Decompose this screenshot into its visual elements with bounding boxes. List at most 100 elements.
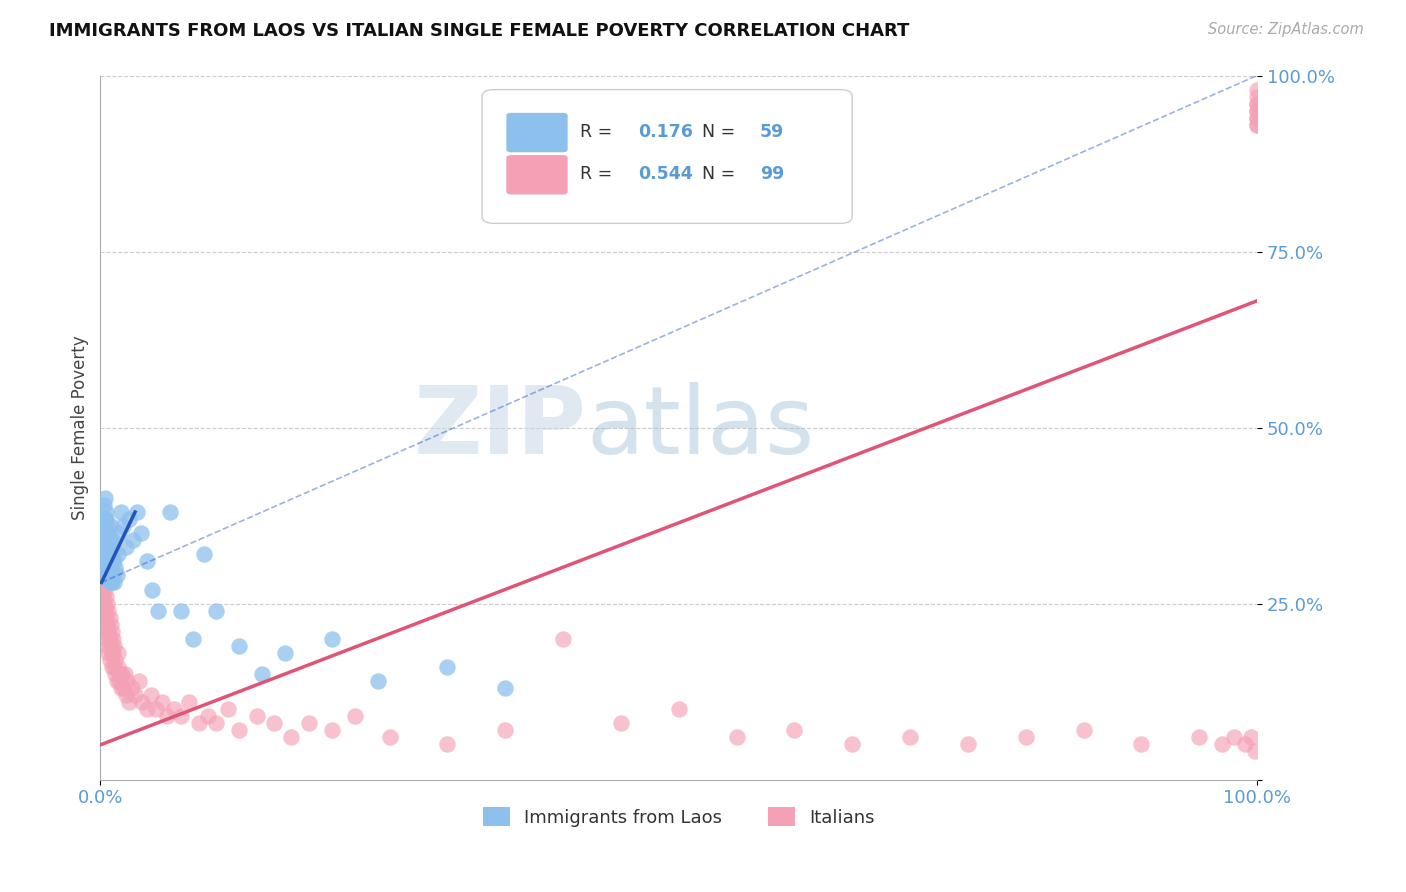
- Point: [90, 561, 112, 575]
- Point: [150, 695, 173, 709]
- Point: [159, 505, 181, 519]
- Point: [668, 702, 690, 716]
- Point: [141, 688, 163, 702]
- Point: [94, 610, 117, 624]
- Point: [494, 681, 516, 695]
- Point: [156, 709, 179, 723]
- Point: [90, 582, 112, 597]
- Point: [97, 526, 120, 541]
- Point: [94, 512, 117, 526]
- Point: [94, 582, 117, 597]
- Point: [228, 723, 250, 738]
- Point: [436, 660, 458, 674]
- Point: [101, 575, 124, 590]
- Point: [97, 646, 120, 660]
- Point: [100, 639, 122, 653]
- Point: [110, 681, 132, 695]
- Point: [343, 709, 366, 723]
- Point: [101, 547, 124, 561]
- Point: [93, 575, 115, 590]
- Point: [148, 604, 170, 618]
- Point: [179, 695, 201, 709]
- Point: [141, 582, 163, 597]
- Point: [217, 702, 239, 716]
- Point: [98, 653, 121, 667]
- Point: [94, 505, 117, 519]
- Point: [111, 667, 134, 681]
- Point: [97, 547, 120, 561]
- Point: [1211, 738, 1233, 752]
- Point: [107, 547, 129, 561]
- FancyBboxPatch shape: [506, 155, 568, 194]
- Point: [610, 716, 633, 731]
- Point: [135, 702, 157, 716]
- Point: [321, 723, 343, 738]
- Text: R =: R =: [581, 123, 619, 141]
- Point: [725, 731, 748, 745]
- Point: [181, 632, 204, 646]
- Point: [101, 646, 124, 660]
- Point: [128, 673, 150, 688]
- Point: [378, 731, 401, 745]
- Point: [1240, 731, 1263, 745]
- Point: [1243, 744, 1265, 758]
- Point: [97, 624, 120, 639]
- Point: [118, 695, 141, 709]
- Point: [124, 688, 146, 702]
- Point: [297, 716, 319, 731]
- Point: [129, 526, 152, 541]
- Point: [98, 632, 121, 646]
- Point: [94, 512, 117, 526]
- Point: [93, 498, 115, 512]
- Point: [1130, 738, 1153, 752]
- Text: 0.544: 0.544: [638, 165, 693, 183]
- Point: [108, 667, 131, 681]
- Point: [121, 533, 143, 548]
- Point: [91, 568, 114, 582]
- Point: [103, 575, 125, 590]
- Point: [551, 632, 574, 646]
- Point: [101, 533, 124, 548]
- Point: [96, 639, 118, 653]
- Point: [114, 688, 136, 702]
- Point: [783, 723, 806, 738]
- Text: N =: N =: [702, 123, 741, 141]
- Point: [91, 590, 114, 604]
- Point: [104, 653, 127, 667]
- Point: [228, 639, 250, 653]
- Point: [131, 695, 153, 709]
- Point: [118, 512, 141, 526]
- Point: [98, 575, 121, 590]
- Text: Source: ZipAtlas.com: Source: ZipAtlas.com: [1208, 22, 1364, 37]
- Point: [197, 709, 219, 723]
- Point: [280, 731, 302, 745]
- Text: 59: 59: [759, 123, 785, 141]
- Point: [97, 604, 120, 618]
- Point: [107, 660, 129, 674]
- Point: [93, 547, 115, 561]
- Text: R =: R =: [581, 165, 619, 183]
- Point: [108, 526, 131, 541]
- Point: [96, 617, 118, 632]
- Point: [205, 604, 228, 618]
- Point: [110, 505, 132, 519]
- Point: [91, 512, 114, 526]
- Point: [1246, 118, 1268, 132]
- Point: [101, 568, 124, 582]
- Point: [91, 526, 114, 541]
- Point: [145, 702, 167, 716]
- Text: atlas: atlas: [586, 382, 814, 474]
- Text: 0.176: 0.176: [638, 123, 693, 141]
- Point: [263, 716, 285, 731]
- Point: [1246, 96, 1268, 111]
- FancyBboxPatch shape: [506, 112, 568, 153]
- Point: [100, 519, 122, 533]
- Point: [93, 617, 115, 632]
- Text: 99: 99: [759, 165, 785, 183]
- Point: [98, 533, 121, 548]
- Point: [101, 624, 124, 639]
- Point: [107, 646, 129, 660]
- Text: IMMIGRANTS FROM LAOS VS ITALIAN SINGLE FEMALE POVERTY CORRELATION CHART: IMMIGRANTS FROM LAOS VS ITALIAN SINGLE F…: [49, 22, 910, 40]
- Point: [94, 533, 117, 548]
- Point: [90, 561, 112, 575]
